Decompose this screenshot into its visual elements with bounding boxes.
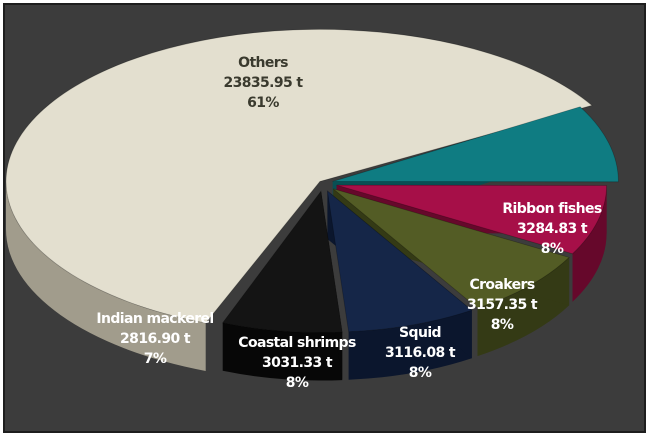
slice-side-others <box>5 181 206 371</box>
slice-percent-indian-mackerel: 7% <box>144 351 167 367</box>
slice-coastal-shrimps <box>326 189 473 333</box>
slice-value-others: 23835.95 t <box>223 75 303 91</box>
slice-label-coastal-shrimps: Coastal shrimps <box>238 335 356 351</box>
slice-value-squid: 3116.08 t <box>385 345 456 361</box>
slice-label-squid: Squid <box>399 325 441 341</box>
slice-ribbon-fishes <box>332 106 619 183</box>
pie-labels: Others 23835.95 t 61% Ribbon fishes 3284.83 … <box>96 55 602 391</box>
slice-percent-croakers: 8% <box>491 317 514 333</box>
slice-croakers <box>336 184 608 255</box>
pie-chart: Others 23835.95 t 61% Ribbon fishes 3284.83 … <box>5 29 619 391</box>
slice-percent-others: 61% <box>247 95 279 111</box>
slice-value-ribbon-fishes: 3284.83 t <box>517 221 588 237</box>
slice-others <box>5 29 593 324</box>
chart-frame: Others 23835.95 t 61% Ribbon fishes 3284.83 … <box>3 3 646 433</box>
slice-label-indian-mackerel: Indian mackerel <box>96 311 213 327</box>
slice-side-croakers <box>572 185 607 302</box>
slice-percent-coastal-shrimps: 8% <box>286 375 309 391</box>
slice-squid <box>332 188 570 309</box>
slice-value-croakers: 3157.35 t <box>467 297 538 313</box>
slice-side-indian-mackerel <box>222 322 343 381</box>
slice-percent-squid: 8% <box>409 365 432 381</box>
slice-value-coastal-shrimps: 3031.33 t <box>262 355 333 371</box>
slice-label-croakers: Croakers <box>469 277 534 293</box>
slice-value-indian-mackerel: 2816.90 t <box>120 331 191 347</box>
slice-percent-ribbon-fishes: 8% <box>541 241 564 257</box>
slice-indian-mackerel <box>222 190 343 333</box>
slice-label-ribbon-fishes: Ribbon fishes <box>502 201 602 217</box>
pie-tops <box>5 29 619 333</box>
slice-label-others: Others <box>238 55 288 71</box>
